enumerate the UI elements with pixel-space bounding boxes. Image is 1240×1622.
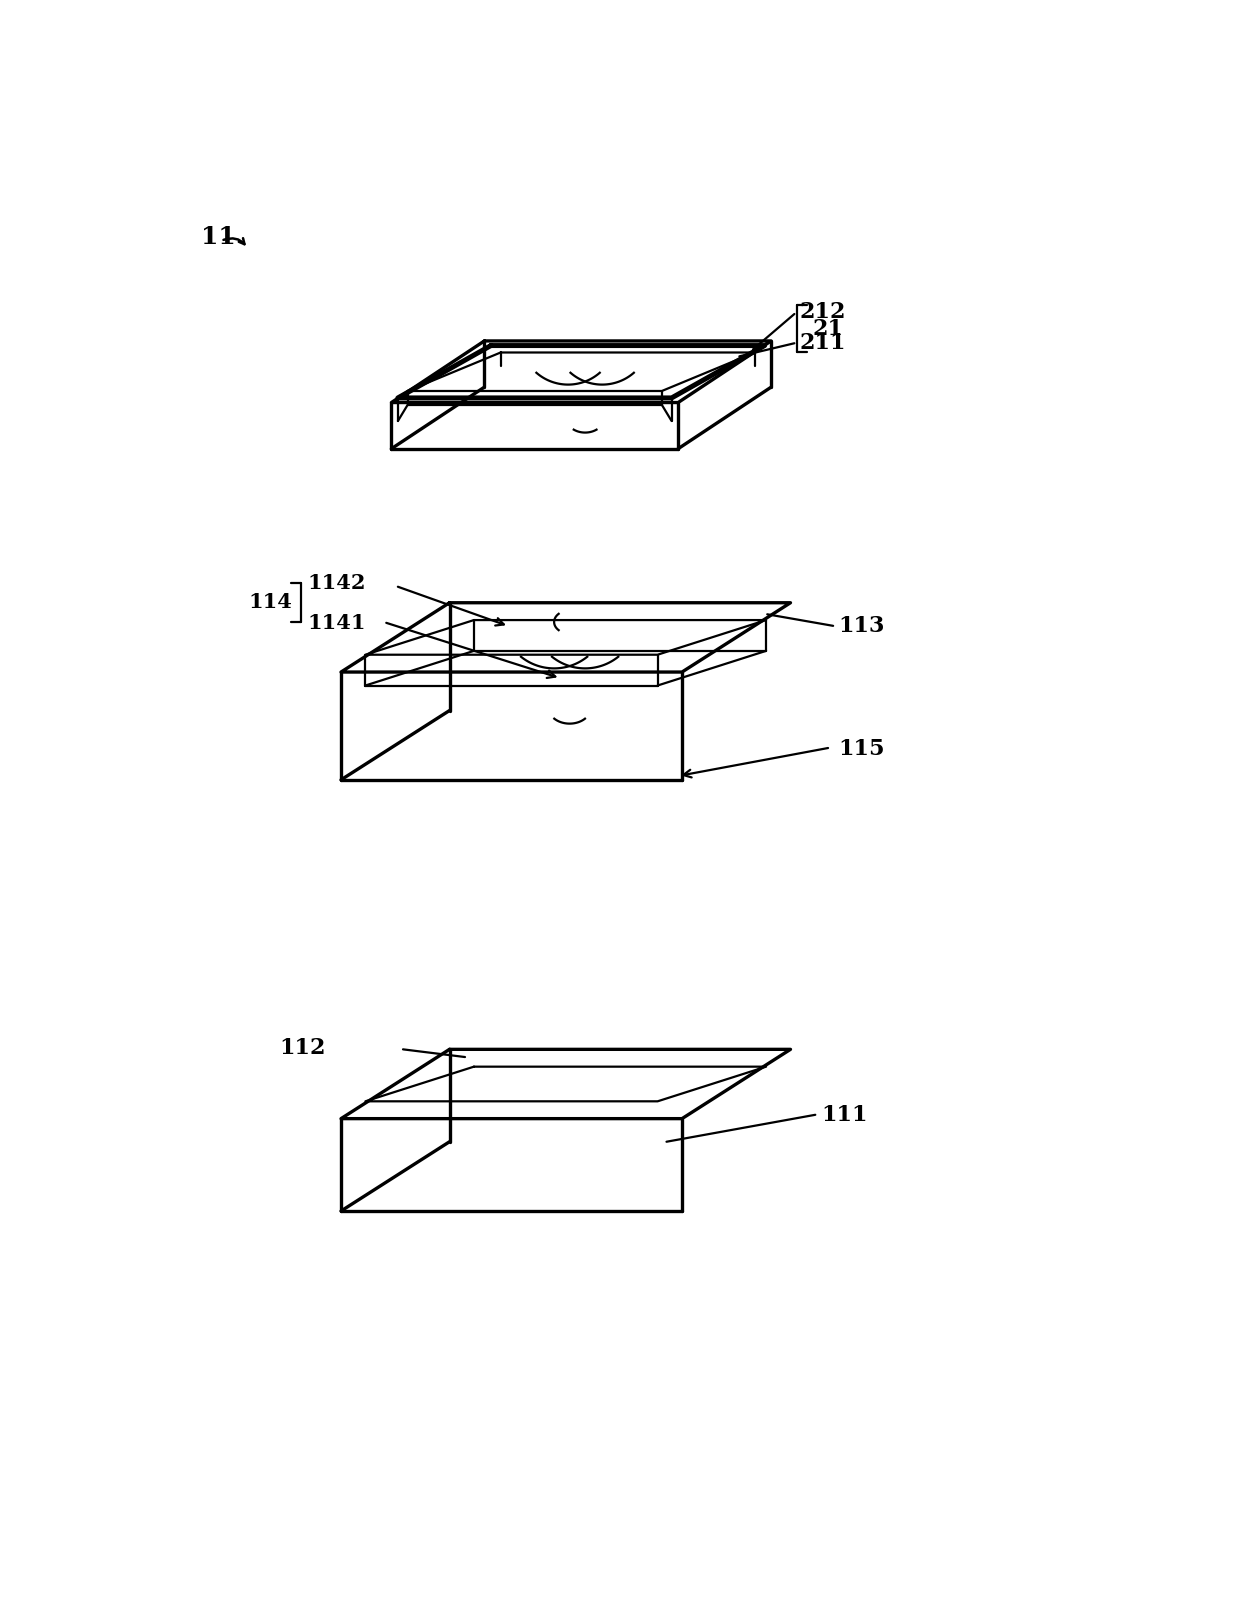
Text: 211: 211 xyxy=(800,333,847,354)
Text: 1141: 1141 xyxy=(308,613,366,633)
Text: 21: 21 xyxy=(812,318,843,341)
Text: 212: 212 xyxy=(800,302,847,323)
Text: 112: 112 xyxy=(279,1036,325,1059)
Text: 113: 113 xyxy=(838,615,885,637)
Text: 11: 11 xyxy=(201,225,237,250)
Text: 111: 111 xyxy=(821,1105,868,1126)
Text: 1142: 1142 xyxy=(308,573,366,592)
Text: 115: 115 xyxy=(838,738,885,761)
Text: 114: 114 xyxy=(248,592,291,611)
